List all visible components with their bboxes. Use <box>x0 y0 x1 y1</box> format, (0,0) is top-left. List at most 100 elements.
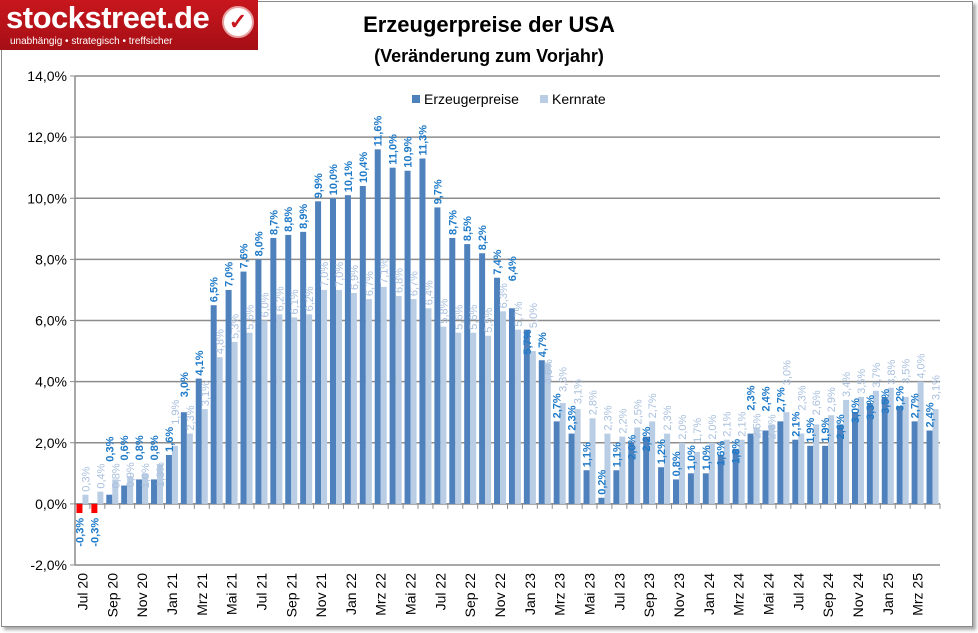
data-label: 4,7% <box>537 332 549 357</box>
data-label: 1,9% <box>820 418 832 443</box>
bar-kernrate <box>291 317 298 504</box>
data-label: 2,6% <box>811 390 823 415</box>
data-label: 2,4% <box>925 402 937 427</box>
y-tick-label: 14,0% <box>27 68 67 84</box>
bar-erzeugerpreise <box>464 244 471 504</box>
data-label: 4,8% <box>215 329 227 354</box>
data-label: 2,7% <box>647 393 659 418</box>
data-label: 1,1% <box>582 442 594 467</box>
bar-erzeugerpreise <box>926 430 933 504</box>
bar-erzeugerpreise <box>792 439 799 504</box>
bar-kernrate <box>335 289 342 504</box>
data-label: 3,0% <box>781 360 793 385</box>
data-label: 2,6% <box>766 414 778 439</box>
data-label: 3,8% <box>886 359 898 384</box>
y-tick-label: -2,0% <box>30 557 67 573</box>
bar-kernrate <box>574 409 581 504</box>
bar-kernrate <box>514 329 521 504</box>
x-tick-label: Jul 20 <box>74 573 90 611</box>
bar-erzeugerpreise <box>359 186 366 504</box>
data-label: 2,3% <box>567 405 579 430</box>
bar-erzeugerpreise <box>911 421 918 504</box>
data-label: 11,0% <box>388 134 400 165</box>
x-tick-label: Mrz 24 <box>731 573 747 616</box>
data-label: 5,3% <box>230 314 242 339</box>
x-tick-label: Mai 21 <box>224 573 240 615</box>
data-label: 3,1% <box>573 379 585 404</box>
data-label: 8,8% <box>283 207 295 232</box>
bar-kernrate <box>649 421 656 504</box>
data-label: 2,1% <box>790 411 802 436</box>
data-label: 8,5% <box>462 216 474 241</box>
data-label: 2,2% <box>641 426 653 451</box>
bar-erzeugerpreise <box>568 433 575 504</box>
bar-kernrate <box>350 292 357 504</box>
data-label: 5,5% <box>483 307 495 332</box>
x-tick-label: Sep 23 <box>641 573 657 618</box>
bar-erzeugerpreise <box>285 234 292 504</box>
data-label: 3,3% <box>558 367 570 392</box>
data-label: 6,8% <box>394 268 406 293</box>
bar-erzeugerpreise <box>76 503 83 514</box>
bar-erzeugerpreise <box>270 237 277 504</box>
data-label: 2,0% <box>707 414 719 439</box>
data-label: 9,9% <box>313 173 325 198</box>
data-label: 1,6% <box>716 441 728 466</box>
bar-kernrate <box>664 433 671 504</box>
bar-erzeugerpreise <box>538 360 545 504</box>
data-label: 1,7% <box>692 418 704 443</box>
data-label: 6,4% <box>423 280 435 305</box>
data-label: 6,7% <box>364 271 376 296</box>
bar-erzeugerpreise <box>374 149 381 504</box>
data-label: 2,0% <box>677 414 689 439</box>
bar-kernrate <box>395 296 402 504</box>
x-tick-label: Nov 22 <box>492 573 508 618</box>
bar-erzeugerpreise <box>583 470 590 504</box>
x-tick-label: Mrz 25 <box>910 573 926 616</box>
bar-erzeugerpreise <box>732 448 739 504</box>
data-label: 2,3% <box>796 385 808 410</box>
data-label: 0,9% <box>125 462 137 487</box>
data-label: 0,4% <box>95 463 107 488</box>
legend-label: Kernrate <box>552 91 606 107</box>
bar-kernrate <box>738 439 745 504</box>
data-label: 0,6% <box>119 435 131 460</box>
chart-title: Erzeugerpreise der USA <box>363 12 615 37</box>
x-tick-label: Sep 20 <box>104 573 120 618</box>
data-label: 2,7% <box>910 393 922 418</box>
bar-kernrate <box>455 332 462 504</box>
data-label: 11,3% <box>417 125 429 156</box>
bar-kernrate <box>857 396 864 504</box>
bar-erzeugerpreise <box>687 473 694 504</box>
checkmark-icon: ✓ <box>222 6 254 38</box>
data-label: 2,5% <box>632 399 644 424</box>
bar-kernrate <box>186 433 193 504</box>
bar-erzeugerpreise <box>717 454 724 504</box>
bar-erzeugerpreise <box>702 473 709 504</box>
data-label: -0,3% <box>74 518 86 547</box>
data-label: 4,0% <box>916 353 928 378</box>
bar-kernrate <box>634 427 641 504</box>
bar-kernrate <box>619 436 626 504</box>
data-label: 5,6% <box>453 304 465 329</box>
x-tick-label: Jul 22 <box>432 573 448 611</box>
data-label: 11,6% <box>373 116 385 147</box>
bar-erzeugerpreise <box>225 289 232 504</box>
bar-kernrate <box>380 286 387 504</box>
data-label: 6,3% <box>498 283 510 308</box>
data-label: 8,0% <box>253 231 265 256</box>
legend-swatch <box>412 95 420 103</box>
data-label: 2,1% <box>722 411 734 436</box>
bar-erzeugerpreise <box>419 158 426 504</box>
bar-kernrate <box>559 403 566 504</box>
y-tick-label: 12,0% <box>27 129 67 145</box>
data-label: 3,0% <box>850 398 862 423</box>
y-tick-label: 0,0% <box>35 496 67 512</box>
bar-kernrate <box>798 433 805 504</box>
x-tick-label: Jan 25 <box>880 573 896 615</box>
bar-kernrate <box>485 335 492 504</box>
data-label: 1,0% <box>686 445 698 470</box>
bar-kernrate <box>679 442 686 504</box>
bar-erzeugerpreise <box>255 259 262 504</box>
bar-kernrate <box>768 424 775 504</box>
